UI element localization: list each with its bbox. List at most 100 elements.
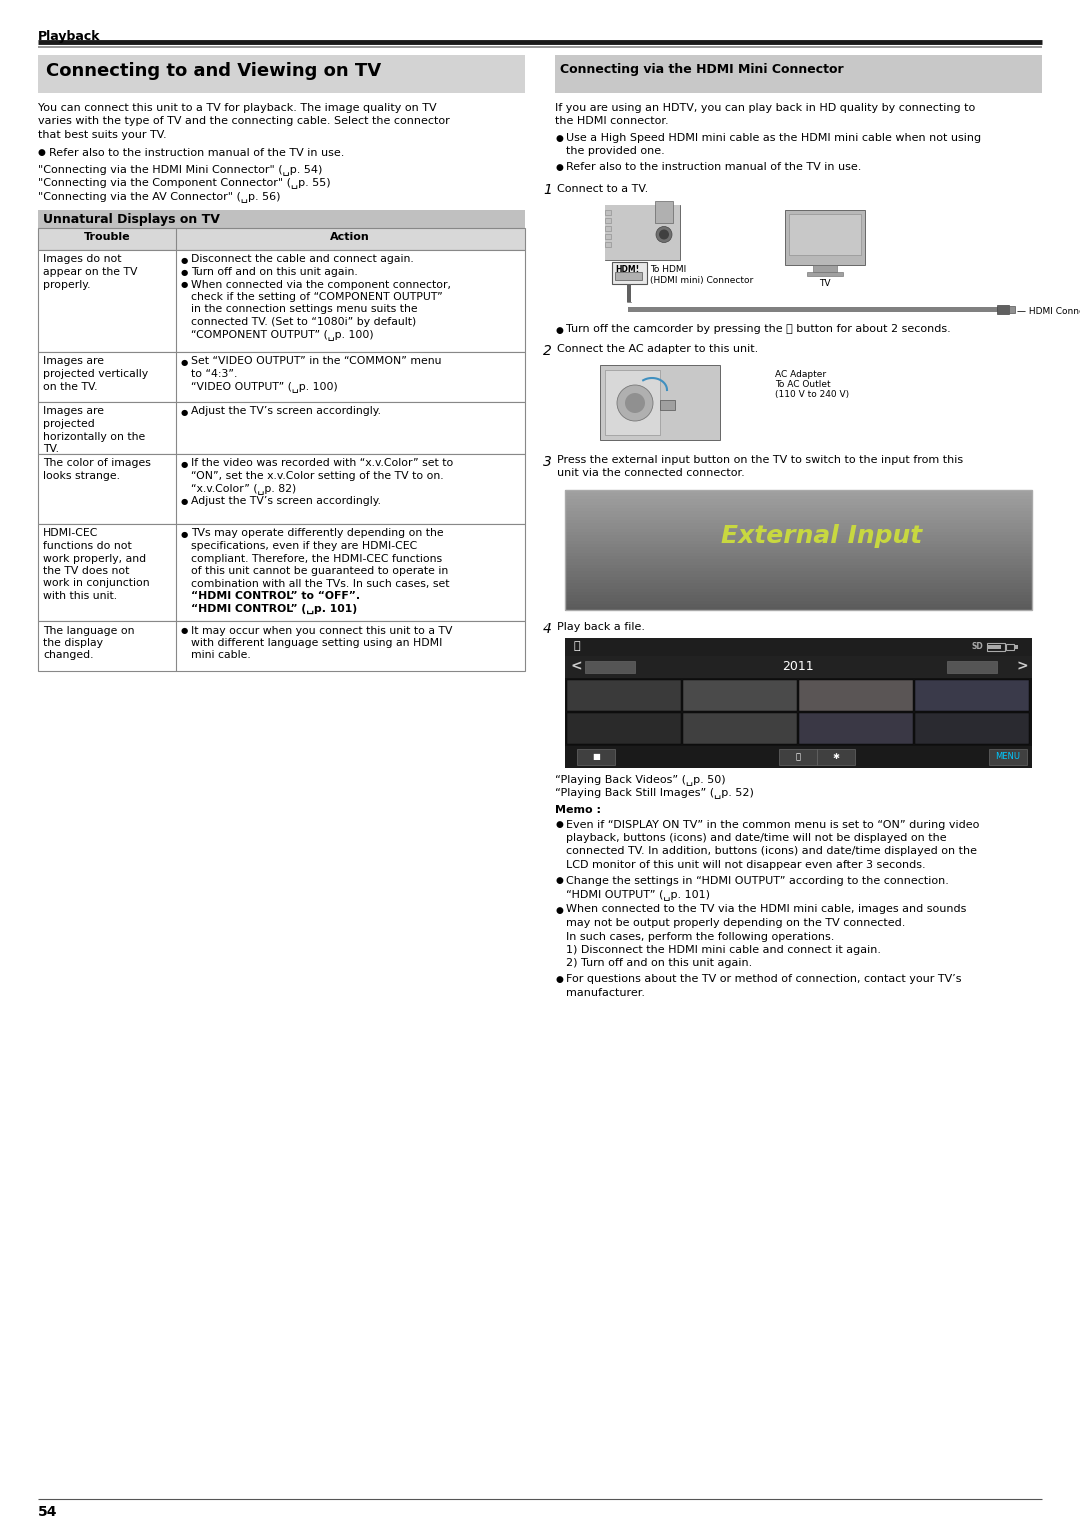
- Text: the TV does not: the TV does not: [43, 567, 130, 576]
- Text: on the TV.: on the TV.: [43, 382, 97, 391]
- Bar: [1009, 305, 1015, 313]
- Text: 2) Turn off and on this unit again.: 2) Turn off and on this unit again.: [566, 959, 753, 968]
- Bar: [38, 524, 525, 620]
- Text: ●: ●: [555, 976, 563, 983]
- Text: of this unit cannot be guaranteed to operate in: of this unit cannot be guaranteed to ope…: [191, 567, 448, 576]
- Bar: [816, 750, 855, 765]
- Bar: [605, 209, 611, 214]
- Text: Use a High Speed HDMI mini cable as the HDMI mini cable when not using: Use a High Speed HDMI mini cable as the …: [566, 133, 981, 144]
- Text: connected TV. (Set to “1080i” by default): connected TV. (Set to “1080i” by default…: [191, 318, 416, 327]
- Bar: [38, 249, 525, 351]
- Bar: [565, 596, 1032, 599]
- Bar: [813, 264, 837, 272]
- Text: projected vertically: projected vertically: [43, 370, 148, 379]
- Text: In such cases, perform the following operations.: In such cases, perform the following ope…: [566, 931, 835, 942]
- Text: to “4:3”.: to “4:3”.: [191, 370, 238, 379]
- Text: mini cable.: mini cable.: [191, 651, 251, 661]
- Text: When connected to the TV via the HDMI mini cable, images and sounds: When connected to the TV via the HDMI mi…: [566, 904, 967, 915]
- Text: ●: ●: [555, 906, 563, 915]
- Text: The language on: The language on: [43, 626, 135, 635]
- Text: (110 V to 240 V): (110 V to 240 V): [775, 389, 849, 399]
- Text: Play back a file.: Play back a file.: [557, 621, 645, 632]
- Text: ■: ■: [592, 751, 599, 760]
- Bar: [565, 505, 1032, 508]
- Text: ●: ●: [555, 325, 563, 334]
- Bar: [565, 502, 1032, 505]
- Text: manufacturer.: manufacturer.: [566, 988, 645, 997]
- Text: Connect to a TV.: Connect to a TV.: [557, 183, 648, 194]
- Text: — HDMI Connector Input: — HDMI Connector Input: [1017, 307, 1080, 316]
- Text: the display: the display: [43, 638, 103, 647]
- Text: projected: projected: [43, 418, 95, 429]
- Text: TV.: TV.: [43, 444, 59, 454]
- Bar: [565, 496, 1032, 499]
- Text: with different language setting using an HDMI: with different language setting using an…: [191, 638, 443, 647]
- Bar: [38, 209, 525, 228]
- Text: SD: SD: [972, 641, 984, 651]
- Text: “HDMI CONTROL” to “OFF”.: “HDMI CONTROL” to “OFF”.: [191, 591, 360, 602]
- Text: Set “VIDEO OUTPUT” in the “COMMON” menu: Set “VIDEO OUTPUT” in the “COMMON” menu: [191, 356, 442, 366]
- Bar: [987, 644, 1001, 649]
- Bar: [654, 200, 673, 223]
- Bar: [947, 661, 997, 673]
- Bar: [605, 217, 611, 223]
- Text: HDMI-CEC: HDMI-CEC: [43, 528, 98, 539]
- Text: Change the settings in “HDMI OUTPUT” according to the connection.: Change the settings in “HDMI OUTPUT” acc…: [566, 875, 949, 886]
- Text: 4: 4: [543, 621, 552, 637]
- Text: combination with all the TVs. In such cases, set: combination with all the TVs. In such ca…: [191, 579, 449, 588]
- Circle shape: [625, 392, 645, 412]
- Text: When connected via the component connector,: When connected via the component connect…: [191, 279, 451, 290]
- Bar: [565, 493, 1032, 496]
- Bar: [565, 550, 1032, 554]
- Text: For questions about the TV or method of connection, contact your TV’s: For questions about the TV or method of …: [566, 974, 961, 983]
- Bar: [565, 538, 1032, 542]
- Bar: [565, 531, 1032, 536]
- Bar: [779, 750, 816, 765]
- Bar: [683, 713, 797, 744]
- Bar: [565, 562, 1032, 567]
- Bar: [915, 680, 1029, 712]
- Text: 1: 1: [543, 183, 552, 197]
- Bar: [1005, 644, 1014, 651]
- Text: may not be output properly depending on the TV connected.: may not be output properly depending on …: [566, 918, 905, 928]
- Bar: [565, 599, 1032, 602]
- Bar: [565, 657, 1032, 678]
- Bar: [565, 553, 1032, 557]
- Text: ●: ●: [181, 255, 188, 264]
- Text: ✱: ✱: [833, 751, 839, 760]
- Bar: [38, 620, 525, 670]
- Bar: [799, 713, 913, 744]
- Text: Connecting via the HDMI Mini Connector: Connecting via the HDMI Mini Connector: [561, 63, 843, 76]
- Text: changed.: changed.: [43, 651, 94, 661]
- Text: that best suits your TV.: that best suits your TV.: [38, 130, 166, 140]
- Text: “VIDEO OUTPUT” (␣p. 100): “VIDEO OUTPUT” (␣p. 100): [191, 382, 338, 392]
- Text: “HDMI OUTPUT” (␣p. 101): “HDMI OUTPUT” (␣p. 101): [566, 889, 710, 899]
- Text: "Connecting via the Component Connector" (␣p. 55): "Connecting via the Component Connector"…: [38, 177, 330, 188]
- Bar: [605, 370, 660, 435]
- Bar: [565, 490, 1032, 609]
- Bar: [660, 400, 675, 411]
- Text: the HDMI connector.: the HDMI connector.: [555, 116, 669, 127]
- Bar: [565, 638, 1032, 657]
- Text: properly.: properly.: [43, 279, 91, 290]
- Text: Adjust the TV’s screen accordingly.: Adjust the TV’s screen accordingly.: [191, 496, 381, 505]
- Bar: [565, 559, 1032, 563]
- Text: ●: ●: [555, 163, 563, 173]
- Bar: [565, 515, 1032, 518]
- Bar: [38, 55, 525, 93]
- Bar: [565, 608, 1032, 611]
- Text: ●: ●: [181, 530, 188, 539]
- Text: Trouble: Trouble: [83, 232, 131, 243]
- Text: ●: ●: [181, 269, 188, 276]
- Text: You can connect this unit to a TV for playback. The image quality on TV: You can connect this unit to a TV for pl…: [38, 102, 436, 113]
- Text: 2011: 2011: [782, 660, 814, 673]
- Text: AC Adapter: AC Adapter: [775, 370, 826, 379]
- Text: “HDMI CONTROL” (␣p. 101): “HDMI CONTROL” (␣p. 101): [191, 603, 357, 614]
- Bar: [565, 524, 1032, 527]
- Text: MENU: MENU: [996, 751, 1021, 760]
- Bar: [565, 568, 1032, 573]
- Bar: [1014, 644, 1018, 649]
- Bar: [565, 605, 1032, 608]
- Text: >: >: [1017, 660, 1028, 673]
- Text: work in conjunction: work in conjunction: [43, 579, 150, 588]
